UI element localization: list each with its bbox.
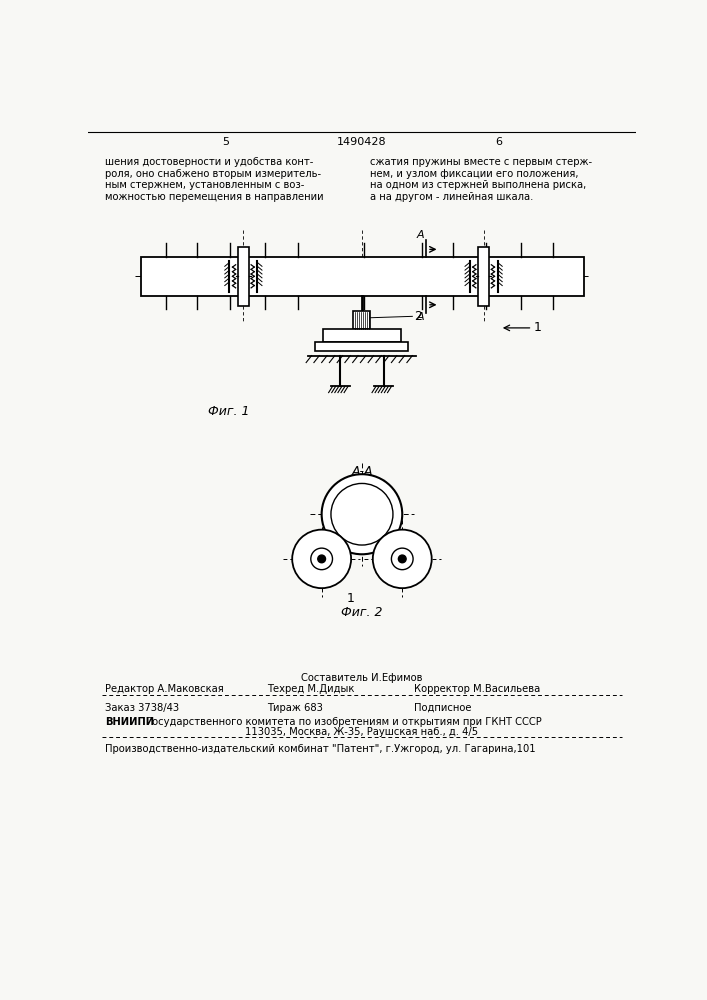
Bar <box>141 257 585 296</box>
Text: Производственно-издательский комбинат "Патент", г.Ужгород, ул. Гагарина,101: Производственно-издательский комбинат "П… <box>105 744 536 754</box>
Text: Фиг. 2: Фиг. 2 <box>341 606 382 619</box>
Text: ВНИИПИ: ВНИИПИ <box>105 717 155 727</box>
Circle shape <box>311 548 332 570</box>
Text: роля, оно снабжено вторым измеритель-: роля, оно снабжено вторым измеритель- <box>105 169 322 179</box>
Text: А: А <box>417 312 425 322</box>
Bar <box>354 311 370 329</box>
Text: 6: 6 <box>496 137 503 147</box>
Text: шения достоверности и удобства конт-: шения достоверности и удобства конт- <box>105 157 314 167</box>
Text: 113035, Москва, Ж-35, Раушская наб., д. 4/5: 113035, Москва, Ж-35, Раушская наб., д. … <box>245 727 479 737</box>
Circle shape <box>373 530 432 588</box>
Text: можностью перемещения в направлении: можностью перемещения в направлении <box>105 192 324 202</box>
Circle shape <box>392 548 413 570</box>
Text: Заказ 3738/43: Заказ 3738/43 <box>105 703 180 713</box>
Text: Составитель И.Ефимов: Составитель И.Ефимов <box>301 673 423 683</box>
Text: 2: 2 <box>414 310 422 323</box>
Text: А: А <box>417 230 425 240</box>
Text: сжатия пружины вместе с первым стерж-: сжатия пружины вместе с первым стерж- <box>370 157 592 167</box>
Circle shape <box>322 474 402 554</box>
Bar <box>315 342 409 351</box>
Circle shape <box>331 483 393 545</box>
Bar <box>323 329 401 342</box>
Text: ным стержнем, установленным с воз-: ным стержнем, установленным с воз- <box>105 180 305 190</box>
Text: нем, и узлом фиксации его положения,: нем, и узлом фиксации его положения, <box>370 169 578 179</box>
Text: 5: 5 <box>222 137 229 147</box>
Text: Фиг. 1: Фиг. 1 <box>209 405 250 418</box>
Bar <box>478 247 489 306</box>
Text: на одном из стержней выполнена риска,: на одном из стержней выполнена риска, <box>370 180 586 190</box>
Text: а на другом - линейная шкала.: а на другом - линейная шкала. <box>370 192 533 202</box>
Text: Корректор М.Васильева: Корректор М.Васильева <box>414 684 540 694</box>
Text: Тираж 683: Тираж 683 <box>267 703 322 713</box>
Text: А-А: А-А <box>351 465 373 478</box>
Bar <box>238 247 249 306</box>
Text: Государственного комитета по изобретениям и открытиям при ГКНТ СССР: Государственного комитета по изобретения… <box>146 717 542 727</box>
Text: Техред М.Дидык: Техред М.Дидык <box>267 684 354 694</box>
Text: 1490428: 1490428 <box>337 137 387 147</box>
Text: 1: 1 <box>534 321 542 334</box>
Circle shape <box>398 555 406 563</box>
Circle shape <box>317 555 325 563</box>
Text: 1: 1 <box>346 592 354 605</box>
Text: Подписное: Подписное <box>414 703 472 713</box>
Circle shape <box>292 530 351 588</box>
Text: Редактор А.Маковская: Редактор А.Маковская <box>105 684 224 694</box>
